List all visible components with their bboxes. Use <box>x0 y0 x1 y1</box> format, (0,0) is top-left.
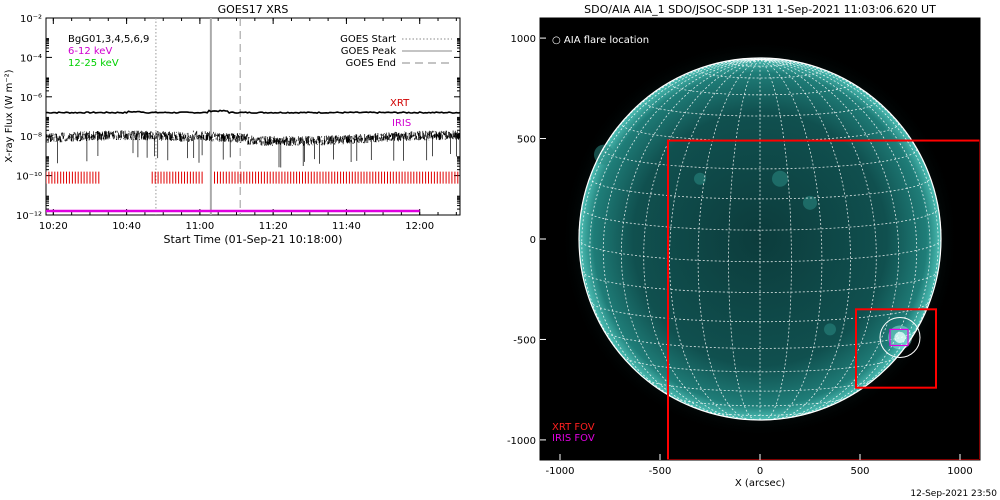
grid-line <box>581 271 939 293</box>
aia-y-ticks: -1000 -500 0 500 1000 <box>507 34 546 447</box>
grid-line <box>620 59 761 419</box>
grid-line <box>643 99 877 117</box>
goes-y-tick-label: 10⁻⁴ <box>20 53 42 64</box>
goes-y-ticks: 10⁻¹² 10⁻¹⁰ 10⁻⁸ 10⁻⁶ 10⁻⁴ 10⁻² <box>16 14 460 222</box>
grid-line <box>759 59 792 421</box>
grid-line <box>759 59 823 421</box>
grid-line <box>759 59 877 419</box>
iris-fov-box <box>889 328 909 347</box>
active-region-patch <box>772 170 788 187</box>
grid-line <box>669 80 851 96</box>
grid-line <box>589 59 761 410</box>
grid-line <box>643 59 761 419</box>
goes-x-tick-label: 11:40 <box>332 221 361 232</box>
grid-line <box>759 59 931 410</box>
goes-x-ticks: 10:20 10:40 11:00 11:20 11:40 12:00 <box>39 18 457 232</box>
grid-line <box>578 59 761 240</box>
grid-line <box>759 59 900 419</box>
channel-label-high: 12-25 keV <box>68 58 119 69</box>
legend-goes-peak: GOES Peak <box>341 46 396 57</box>
aia-x-tick-label: 0 <box>757 466 763 477</box>
aia-y-tick-label: 0 <box>530 235 536 246</box>
xrt-coverage-segment <box>214 171 459 184</box>
xrt-label: XRT <box>390 98 410 109</box>
fov-boxes <box>667 139 980 460</box>
flare-location-circle <box>879 316 921 358</box>
grid-line <box>728 59 761 421</box>
goes-panel: GOES17 XRS 10⁻¹² 10⁻¹⁰ 10⁻⁸ 10⁻⁶ 10⁻⁴ 10⁻² 10… <box>4 3 461 246</box>
channel-label-low: 6-12 keV <box>68 46 112 57</box>
goes-x-tick-label: 12:00 <box>405 221 434 232</box>
xrt-fov-label: XRT FOV <box>552 422 595 433</box>
grid-line <box>759 59 918 416</box>
footer-timestamp: 12-Sep-2021 23:50 <box>910 489 997 499</box>
goes-y-axis-label: X-ray Flux (W m⁻²) <box>4 69 15 162</box>
goes-x-tick-label: 11:20 <box>259 221 288 232</box>
grid-line <box>589 301 931 323</box>
goes-x-tick-label: 11:00 <box>185 221 214 232</box>
iris-fov-label: IRIS FOV <box>552 433 595 444</box>
grid-line <box>759 59 939 382</box>
aia-panel: SDO/AIA AIA_1 SDO/JSOC-SDP 131 1-Sep-202… <box>507 3 997 499</box>
goes-y-tick-label: 10⁻⁶ <box>20 93 42 104</box>
xrt-coverage-segment <box>46 171 100 184</box>
aia-y-tick-label: -1000 <box>507 436 536 447</box>
xrt-fov-box <box>855 308 937 389</box>
aia-y-tick-label: 1000 <box>511 34 536 45</box>
goes-y-tick-label: 10⁻⁸ <box>20 132 42 143</box>
active-region-patch <box>594 144 614 165</box>
solar-limb <box>578 57 942 421</box>
aia-title: SDO/AIA AIA_1 SDO/JSOC-SDP 131 1-Sep-202… <box>584 3 936 16</box>
goes-y-tick-label: 10⁻¹⁰ <box>16 172 42 183</box>
goes-x-axis-label: Start Time (01-Sep-21 10:18:00) <box>164 233 343 246</box>
active-region-patch <box>694 172 706 185</box>
goes-flux-series <box>46 109 460 168</box>
grid-line <box>759 59 866 92</box>
grid-line <box>759 59 942 240</box>
instrument-coverage <box>46 171 459 213</box>
flare-core <box>894 331 906 344</box>
grid-line <box>578 238 942 263</box>
goes-x-tick-label: 10:40 <box>112 221 141 232</box>
goes-y-tick-label: 10⁻¹² <box>16 211 42 222</box>
aia-x-tick-label: 500 <box>850 466 869 477</box>
grid-line <box>602 59 761 416</box>
active-region-patch <box>824 323 836 336</box>
goes-event-markers <box>155 18 241 215</box>
grid-line <box>697 59 761 421</box>
aia-x-tick-label: 1000 <box>947 466 972 477</box>
channel-label-goes: BgG01,3,4,5,6,9 <box>68 34 149 45</box>
goes-title: GOES17 XRS <box>218 3 289 16</box>
xrt-fov-box <box>667 139 980 460</box>
legend-goes-start: GOES Start <box>340 34 396 45</box>
goes-x-tick-label: 10:20 <box>39 221 68 232</box>
heliographic-grid <box>578 57 942 421</box>
aia-x-axis-label: X (arcsec) <box>735 478 785 489</box>
aia-y-tick-label: -500 <box>513 335 536 346</box>
grid-line <box>697 67 823 79</box>
grid-line <box>602 148 918 170</box>
aia-x-tick-label: -1000 <box>545 466 574 477</box>
xrt-coverage-segment <box>151 171 203 184</box>
iris-label: IRIS <box>392 118 411 129</box>
legend-goes-end: GOES End <box>346 58 396 69</box>
aia-x-tick-label: -500 <box>649 466 672 477</box>
goes-y-tick-label: 10⁻² <box>20 14 42 25</box>
grid-line <box>620 121 900 142</box>
aia-x-ticks: -1000 -500 0 500 1000 <box>545 454 973 477</box>
grid-line <box>759 59 851 420</box>
goes-short-channel-line <box>46 130 460 168</box>
goes-plot-frame <box>45 17 461 216</box>
aia-y-tick-label: 500 <box>517 135 536 146</box>
active-region-patch <box>803 195 817 210</box>
grid-line <box>702 410 818 416</box>
goes-long-channel-line <box>46 109 460 114</box>
grid-line <box>581 59 761 382</box>
grid-line <box>669 59 761 420</box>
flare-location-legend: ○ AIA flare location <box>552 35 649 46</box>
